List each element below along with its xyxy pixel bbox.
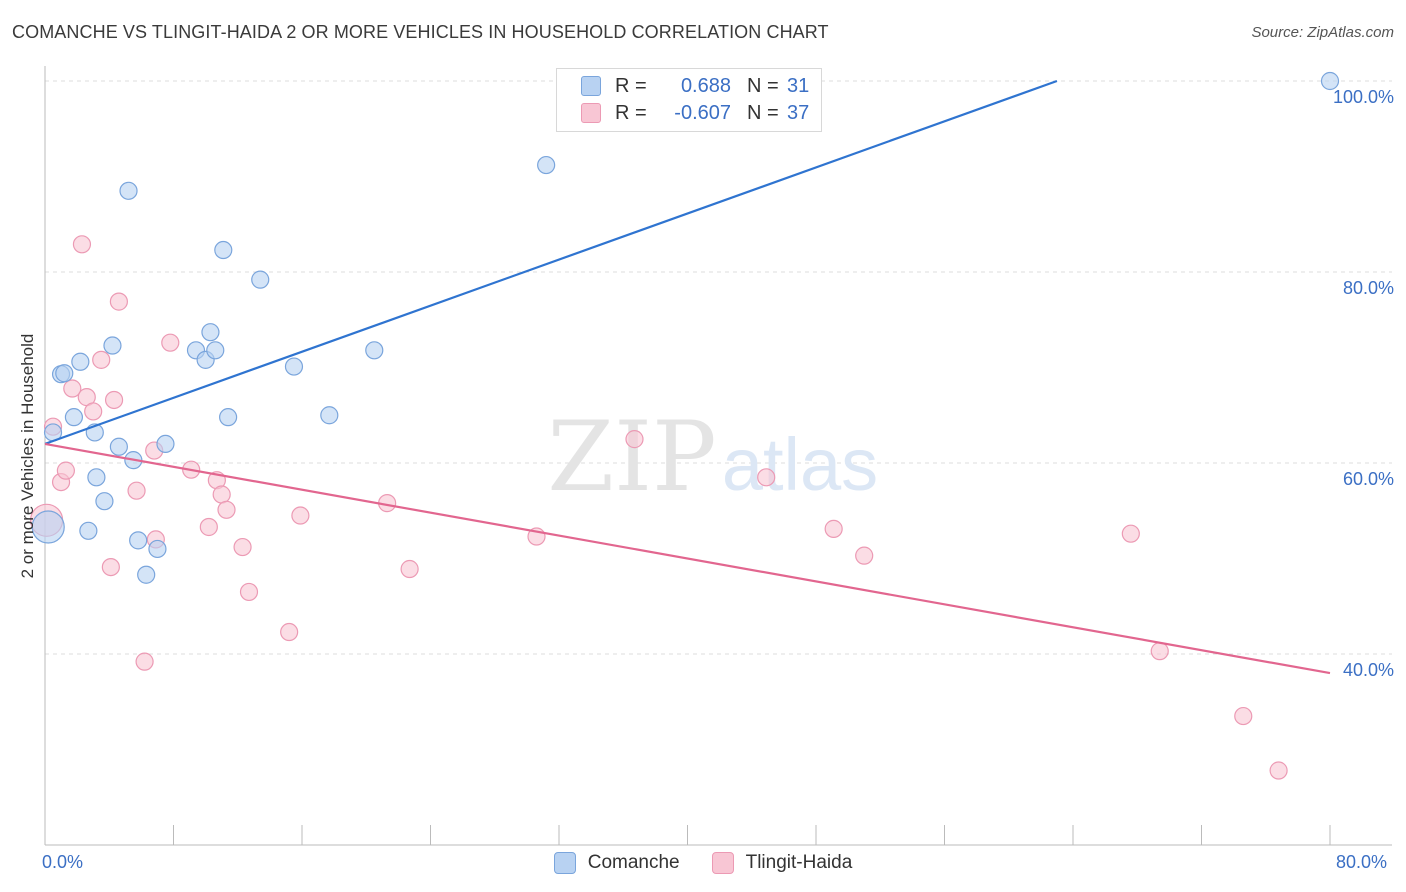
comanche-point (219, 408, 238, 427)
tlingit-haida-point (72, 235, 92, 254)
comanche-point (214, 240, 233, 260)
tlingit-haida-point (757, 468, 776, 487)
legend-n-value: 37 (787, 101, 810, 124)
legend-r-label: R = (615, 74, 647, 97)
tlingit-haida-point (400, 559, 419, 579)
comanche-point (119, 181, 138, 200)
comanche-point (284, 357, 304, 376)
tlingit-haida-point (92, 350, 111, 369)
comanche-point (55, 364, 74, 383)
legend-item-comanche[interactable]: Comanche (553, 852, 680, 874)
comanche-point (251, 270, 270, 289)
comanche-point (79, 521, 98, 540)
comanche-point (87, 468, 106, 487)
axes (44, 66, 1392, 846)
legend-swatch-tlingit-haida (711, 852, 734, 874)
legend-swatch-comanche (553, 852, 576, 874)
legend-label-tlingit-haida: Tlingit-Haida (745, 852, 853, 873)
tlingit-haida-point (127, 481, 146, 500)
legend-row-tlingit-haida: R = -0.607 N = 37 (581, 100, 809, 126)
tlingit-haida-point (1269, 761, 1288, 780)
comanche-point (109, 437, 128, 456)
y-axis-label: 2 or more Vehicles in Household (18, 333, 37, 579)
tlingit-haida-point (1150, 642, 1169, 661)
tlingit-haida-point (63, 379, 82, 398)
legend-label-comanche: Comanche (587, 852, 680, 873)
tlingit-haida-point (1234, 706, 1253, 726)
tlingit-haida-point (161, 333, 180, 352)
watermark-zip: ZIP (547, 401, 716, 513)
comanche-point (129, 531, 148, 550)
y-tick-label: 100.0% (1332, 87, 1394, 107)
comanche-point (95, 492, 114, 511)
comanche-point (156, 434, 175, 453)
watermark-atlas: atlas (722, 423, 878, 506)
tlingit-haida-point (1121, 524, 1140, 543)
tlingit-haida-point (104, 390, 124, 410)
comanche-point (137, 565, 156, 584)
comanche-point (537, 155, 556, 175)
comanche-point (71, 352, 90, 371)
comanche-point (148, 539, 167, 559)
tlingit-haida-point (855, 546, 874, 565)
tlingit-haida-point (280, 622, 299, 642)
comanche-point (31, 510, 65, 544)
legend-swatch-tlingit-haida (581, 103, 601, 123)
tlingit-haida-point (109, 292, 128, 311)
tlingit-haida-point (824, 519, 843, 538)
comanche-point (64, 408, 84, 427)
chart-title: COMANCHE VS TLINGIT-HAIDA 2 OR MORE VEHI… (12, 22, 829, 42)
tlingit-haida-point (291, 506, 310, 525)
tlingit-haida-point (84, 402, 103, 421)
y-tick-label: 80.0% (1342, 278, 1394, 298)
legend-item-tlingit-haida[interactable]: Tlingit-Haida (711, 852, 853, 874)
comanche-point (1320, 71, 1340, 91)
tlingit-haida-point (233, 537, 252, 557)
tlingit-haida-point (199, 517, 218, 537)
y-tick-label: 60.0% (1342, 469, 1394, 489)
tlingit-haida-point (239, 582, 259, 602)
y-tick-label: 40.0% (1342, 660, 1394, 680)
series-legend: Comanche Tlingit-Haida (0, 852, 1406, 874)
tlingit-haida-point (101, 557, 120, 577)
legend-n-value: 31 (787, 74, 810, 97)
x-tick-label: 80.0% (1336, 852, 1388, 872)
comanche-point (201, 323, 220, 342)
comanche-point (320, 406, 339, 425)
tlingit-haida-point (625, 430, 644, 449)
tlingit-haida-point (217, 500, 236, 519)
legend-r-label: R = (615, 101, 647, 124)
comanche-trend-line (44, 79, 1058, 445)
legend-swatch-comanche (581, 76, 601, 96)
tlingit-haida-trend-line (44, 442, 1331, 675)
tlingit-haida-point (56, 461, 75, 480)
legend-row-comanche: R = 0.688 N = 31 (581, 73, 809, 99)
chart-source: Source: ZipAtlas.com (1251, 24, 1394, 41)
tlingit-haida-point (212, 485, 231, 504)
gridlines (45, 80, 1392, 655)
x-tick-label: 0.0% (42, 852, 84, 872)
legend-r-value: 0.688 (680, 74, 731, 97)
comanche-point (206, 341, 225, 360)
legend-n-label: N = (747, 101, 779, 124)
comanche-point (103, 336, 122, 355)
stats-legend: R = 0.688 N = 31 R = -0.607 N = 37 (556, 68, 822, 132)
comanche-point (365, 341, 384, 360)
legend-n-label: N = (747, 74, 779, 97)
comanche-points (31, 71, 1340, 584)
legend-r-value: -0.607 (674, 101, 731, 124)
tlingit-haida-point (135, 652, 154, 671)
trend-lines (44, 79, 1331, 675)
